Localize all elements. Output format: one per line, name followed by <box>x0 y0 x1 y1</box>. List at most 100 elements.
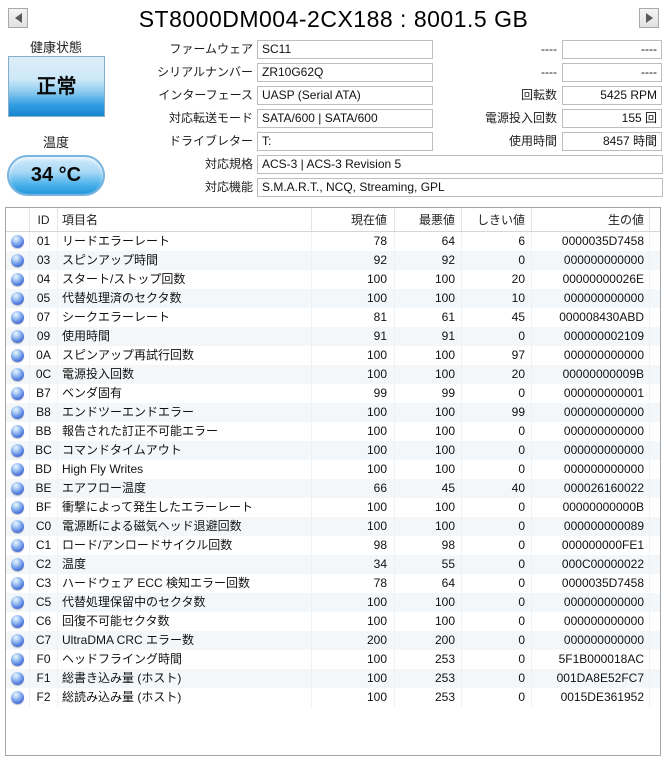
status-cell <box>6 308 30 327</box>
attr-id: 07 <box>30 308 58 327</box>
attr-threshold: 0 <box>462 498 532 517</box>
info-field-label: 対応転送モード <box>168 111 253 125</box>
status-orb-icon <box>11 482 24 495</box>
smart-table-row[interactable]: 05 代替処理済のセクタ数 100 100 10 000000000000 <box>6 289 660 308</box>
stat-field-value: 5425 RPM <box>562 86 662 105</box>
prev-drive-button[interactable] <box>8 8 28 28</box>
attr-id: 09 <box>30 327 58 346</box>
row-filler <box>650 403 660 422</box>
smart-table-row[interactable]: F0 ヘッドフライング時間 100 253 0 5F1B000018AC <box>6 650 660 669</box>
smart-table-row[interactable]: BE エアフロー温度 66 45 40 000026160022 <box>6 479 660 498</box>
smart-table-row[interactable]: F2 総読み込み量 (ホスト) 100 253 0 0015DE361952 <box>6 688 660 707</box>
attr-id: 04 <box>30 270 58 289</box>
smart-table-row[interactable]: C3 ハードウェア ECC 検知エラー回数 78 64 0 0000035D7458 <box>6 574 660 593</box>
attr-threshold: 20 <box>462 270 532 289</box>
smart-table-row[interactable]: C7 UltraDMA CRC エラー数 200 200 0 000000000000 <box>6 631 660 650</box>
status-orb-icon <box>11 501 24 514</box>
attr-name: ロード/アンロードサイクル回数 <box>58 536 312 555</box>
right-arrow-icon <box>645 13 653 23</box>
attr-threshold: 0 <box>462 251 532 270</box>
attr-name: スタート/ストップ回数 <box>58 270 312 289</box>
smart-table-row[interactable]: F1 総書き込み量 (ホスト) 100 253 0 001DA8E52FC7 <box>6 669 660 688</box>
attr-raw-value: 000000000000 <box>532 346 650 365</box>
header-filler <box>650 208 660 231</box>
header-status-column <box>6 208 30 231</box>
temperature-button[interactable]: 34 °C <box>7 155 105 196</box>
attr-current: 100 <box>312 441 395 460</box>
smart-table-row[interactable]: C1 ロード/アンロードサイクル回数 98 98 0 000000000FE1 <box>6 536 660 555</box>
status-orb-icon <box>11 406 24 419</box>
smart-table-row[interactable]: C5 代替処理保留中のセクタ数 100 100 0 000000000000 <box>6 593 660 612</box>
status-orb-icon <box>11 254 24 267</box>
smart-table-row[interactable]: B7 ベンダ固有 99 99 0 000000000001 <box>6 384 660 403</box>
smart-table-row[interactable]: 04 スタート/ストップ回数 100 100 20 00000000026E <box>6 270 660 289</box>
status-orb-icon <box>11 311 24 324</box>
smart-table-row[interactable]: BF 衝撃によって発生したエラーレート 100 100 0 00000000000B <box>6 498 660 517</box>
attr-name: 使用時間 <box>58 327 312 346</box>
status-orb-icon <box>11 634 24 647</box>
attr-raw-value: 000008430ABD <box>532 308 650 327</box>
attr-current: 34 <box>312 555 395 574</box>
next-drive-button[interactable] <box>639 8 659 28</box>
info-field-label: インターフェース <box>158 88 253 102</box>
status-orb-icon <box>11 387 24 400</box>
attr-id: C5 <box>30 593 58 612</box>
wide-field-value: ACS-3 | ACS-3 Revision 5 <box>257 155 663 174</box>
status-cell <box>6 384 30 403</box>
attr-id: BC <box>30 441 58 460</box>
attr-worst: 91 <box>395 327 462 346</box>
smart-table-row[interactable]: 0A スピンアップ再試行回数 100 100 97 000000000000 <box>6 346 660 365</box>
smart-table-row[interactable]: 01 リードエラーレート 78 64 6 0000035D7458 <box>6 232 660 251</box>
attr-name: エアフロー温度 <box>58 479 312 498</box>
status-orb-icon <box>11 368 24 381</box>
attr-id: BD <box>30 460 58 479</box>
attr-raw-value: 001DA8E52FC7 <box>532 669 650 688</box>
row-filler <box>650 631 660 650</box>
health-status-label: 健康状態 <box>29 40 82 55</box>
stat-field-label: 電源投入回数 <box>484 111 557 125</box>
smart-table-row[interactable]: C2 温度 34 55 0 000C00000022 <box>6 555 660 574</box>
smart-attribute-panel: ID 項目名 現在値 最悪値 しきい値 生の値 01 リードエラーレート 78 64 6… <box>5 207 661 756</box>
smart-table-row[interactable]: 09 使用時間 91 91 0 000000002109 <box>6 327 660 346</box>
status-cell <box>6 270 30 289</box>
attr-threshold: 99 <box>462 403 532 422</box>
attr-worst: 100 <box>395 365 462 384</box>
attr-worst: 100 <box>395 441 462 460</box>
attr-threshold: 0 <box>462 669 532 688</box>
attr-worst: 100 <box>395 346 462 365</box>
row-filler <box>650 308 660 327</box>
attr-name: 衝撃によって発生したエラーレート <box>58 498 312 517</box>
smart-table-row[interactable]: BC コマンドタイムアウト 100 100 0 000000000000 <box>6 441 660 460</box>
smart-table-row[interactable]: BB 報告された訂正不可能エラー 100 100 0 000000000000 <box>6 422 660 441</box>
status-cell <box>6 555 30 574</box>
smart-table-row[interactable]: 07 シークエラーレート 81 61 45 000008430ABD <box>6 308 660 327</box>
status-orb-icon <box>11 558 24 571</box>
smart-table-row[interactable]: 0C 電源投入回数 100 100 20 00000000009B <box>6 365 660 384</box>
attr-raw-value: 000000000000 <box>532 460 650 479</box>
smart-table-header: ID 項目名 現在値 最悪値 しきい値 生の値 <box>6 208 660 232</box>
smart-table-row[interactable]: B8 エンドツーエンドエラー 100 100 99 000000000000 <box>6 403 660 422</box>
health-status-button[interactable]: 正常 <box>8 56 105 117</box>
attr-worst: 100 <box>395 460 462 479</box>
attr-threshold: 0 <box>462 460 532 479</box>
status-cell <box>6 441 30 460</box>
status-cell <box>6 289 30 308</box>
row-filler <box>650 384 660 403</box>
smart-table-row[interactable]: C6 回復不可能セクタ数 100 100 0 000000000000 <box>6 612 660 631</box>
attr-name: 報告された訂正不可能エラー <box>58 422 312 441</box>
header-current: 現在値 <box>312 208 395 231</box>
status-cell <box>6 631 30 650</box>
attr-name: 総書き込み量 (ホスト) <box>58 669 312 688</box>
status-orb-icon <box>11 577 24 590</box>
status-orb-icon <box>11 653 24 666</box>
row-filler <box>650 232 660 251</box>
header-raw: 生の値 <box>532 208 650 231</box>
row-filler <box>650 422 660 441</box>
attr-threshold: 0 <box>462 384 532 403</box>
smart-table-row[interactable]: C0 電源断による磁気ヘッド退避回数 100 100 0 000000000089 <box>6 517 660 536</box>
smart-table-row[interactable]: 03 スピンアップ時間 92 92 0 000000000000 <box>6 251 660 270</box>
attr-current: 78 <box>312 232 395 251</box>
smart-table-row[interactable]: BD High Fly Writes 100 100 0 000000000000 <box>6 460 660 479</box>
attr-current: 100 <box>312 460 395 479</box>
attr-id: F0 <box>30 650 58 669</box>
